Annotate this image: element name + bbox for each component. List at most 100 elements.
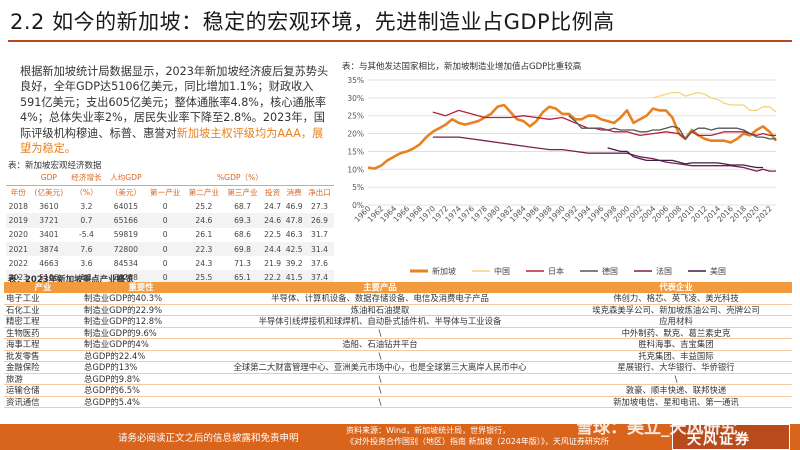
macro-cell: 68.6 bbox=[234, 230, 251, 240]
macro-cell: 24.4 bbox=[261, 241, 284, 257]
industry-importance: 总GDP的9.8% bbox=[82, 373, 200, 385]
macro-sub-3: （美元） bbox=[110, 187, 142, 197]
macro-sub-7: 投资 bbox=[265, 187, 281, 197]
y-tick-label: 20% bbox=[347, 130, 364, 139]
macro-cell: 26.9 bbox=[304, 213, 334, 228]
macro-row: 2021 3874 7.6 72800 0 22.3 69.8 24.4 42.5 31.4 bbox=[6, 241, 334, 257]
ind-head-companies: 代表企业 bbox=[560, 282, 792, 293]
macro-sub-2: （%） bbox=[75, 187, 98, 197]
industry-name: 生物医药 bbox=[4, 327, 82, 339]
industry-companies: \ bbox=[560, 373, 792, 385]
macro-cell: 68.7 bbox=[234, 201, 251, 211]
macro-cell: 3721 bbox=[30, 213, 68, 228]
manufacturing-share-line-chart: 0%5%10%15%20%25%30%35%196019621964196619… bbox=[347, 76, 778, 276]
macro-cell: 24.3 bbox=[195, 258, 213, 268]
macro-row: 2022 4663 3.6 84534 0 24.3 71.3 21.9 39.2 37.6 bbox=[6, 256, 334, 270]
industry-name: 金融保险 bbox=[4, 361, 82, 374]
industry-row: 金融保险 总GDP的13% 全球第二大财富管理中心、亚洲美元市场中心，也是全球第三大… bbox=[4, 361, 792, 374]
industry-name: 海事工程 bbox=[4, 338, 82, 351]
industry-products: \ bbox=[200, 384, 560, 397]
macro-cell: 7.6 bbox=[67, 241, 106, 257]
industry-table: 产业 重要性 主要产品 代表企业 电子工业 制造业GDP的40.3% 半导体、计算机… bbox=[4, 282, 792, 408]
macro-cell: 42.5 bbox=[283, 241, 305, 257]
macro-cell: 86288 bbox=[105, 270, 146, 285]
intro-text: 根据新加坡统计局数据显示，2023年新加坡经济疲后复苏势头良好，全年GDP达51… bbox=[20, 65, 329, 140]
macro-cell: 24.7 bbox=[264, 201, 282, 211]
macro-cell: 37.4 bbox=[304, 270, 334, 285]
macro-cell: 46.3 bbox=[285, 230, 303, 240]
industry-products: \ bbox=[200, 327, 560, 339]
industry-name: 精密工程 bbox=[4, 315, 82, 328]
macro-cell: 0 bbox=[145, 241, 185, 257]
industry-companies: 敦豪、顺丰快递、联邦快递 bbox=[560, 384, 792, 397]
macro-cell: 59819 bbox=[113, 230, 138, 240]
macro-cell: 24.6 bbox=[184, 213, 224, 228]
macro-head-growth: 经济增长 bbox=[67, 171, 106, 186]
macro-cell: 21.9 bbox=[264, 258, 282, 268]
industry-importance: 制造业GDP的9.6% bbox=[82, 327, 200, 339]
macro-cell: 24.6 bbox=[261, 213, 284, 228]
footer-bar: 请务必阅读正文之后的信息披露和免责申明 资料来源：Wind，新加坡统计局，世界银… bbox=[0, 424, 800, 450]
macro-cell: 3.2 bbox=[80, 201, 93, 211]
macro-cell: -5.4 bbox=[79, 230, 94, 240]
series-line-美国 bbox=[607, 147, 763, 169]
macro-cell: 0 bbox=[145, 213, 185, 228]
macro-cell: 2021 bbox=[6, 241, 31, 257]
macro-row: 2020 3401 -5.4 59819 0 26.1 68.6 22.5 46.3 31.7 bbox=[6, 228, 334, 242]
y-tick-label: 10% bbox=[347, 165, 364, 174]
macro-head-gdp: GDP bbox=[30, 171, 68, 186]
industry-products: 半导体引线焊接机和球焊机、自动卧式插件机、半导体与工业设备 bbox=[200, 315, 560, 328]
industry-row: 生物医药 制造业GDP的9.6% \ 中外制药、默克、葛兰素史克 bbox=[4, 327, 792, 339]
macro-cell: 64015 bbox=[113, 201, 138, 211]
macro-cell: 0 bbox=[145, 270, 185, 285]
industry-companies: 埃克森美孚公司、新加坡炼油公司、壳牌公司 bbox=[560, 304, 792, 316]
logo-text: 天风证券 bbox=[687, 432, 751, 448]
macro-cell: 2020 bbox=[8, 230, 28, 240]
series-line-法国 bbox=[432, 136, 776, 172]
legend-label: 德国 bbox=[602, 266, 618, 276]
chart-caption: 表：与其他发达国家相比，新加坡制造业增加值占GDP比重较高 bbox=[342, 62, 582, 72]
page-title: 2.2 如今的新加坡：稳定的宏观环境，先进制造业占GDP比例高 bbox=[10, 10, 615, 34]
industry-products: \ bbox=[200, 373, 560, 385]
industry-products: 炼油和石油提取 bbox=[200, 304, 560, 316]
industry-name: 运输仓储 bbox=[4, 384, 82, 397]
industry-table-caption: 表：2023年新加坡重点产业概览 bbox=[8, 275, 134, 285]
macro-sub-0: 年份 bbox=[10, 187, 26, 197]
macro-cell: 71.3 bbox=[234, 258, 251, 268]
macro-head-gdppc: 人均GDP bbox=[105, 171, 146, 186]
legend-label: 新加坡 bbox=[432, 266, 456, 276]
macro-table: GDP 经济增长 人均GDP %GDP（%） 年份 (亿美元) （%） （美元）… bbox=[6, 171, 334, 285]
industry-row: 旅游 总GDP的9.8% \ \ bbox=[4, 373, 792, 385]
intro-highlight: 新加坡主权评级均为AAA，展望为稳定。 bbox=[20, 126, 324, 156]
industry-importance: 总GDP的22.4% bbox=[82, 350, 200, 362]
macro-cell: 0 bbox=[162, 230, 168, 240]
series-line-中国 bbox=[652, 91, 777, 113]
series-line-德国 bbox=[568, 115, 776, 140]
industry-products: \ bbox=[200, 396, 560, 408]
industry-row: 运输仓储 总GDP的6.5% \ 敦豪、顺丰快递、联邦快递 bbox=[4, 384, 792, 397]
macro-head-blank bbox=[6, 171, 31, 186]
industry-name: 批发零售 bbox=[4, 350, 82, 362]
macro-cell: 47.8 bbox=[283, 213, 305, 228]
macro-cell: 5106 bbox=[30, 270, 68, 285]
macro-table-caption: 表：新加坡宏观经济数据 bbox=[8, 161, 102, 171]
macro-cell: 3.6 bbox=[80, 258, 93, 268]
industry-importance: 制造业GDP的4% bbox=[82, 338, 200, 351]
industry-companies: 托克集团、丰益国际 bbox=[560, 350, 792, 362]
industry-importance: 制造业GDP的40.3% bbox=[82, 293, 200, 305]
industry-row: 精密工程 制造业GDP的12.8% 半导体引线焊接机和球焊机、自动卧式插件机、半导体… bbox=[4, 315, 792, 328]
macro-cell: 0 bbox=[162, 258, 168, 268]
footer-source-line2: 《对外投资合作国别（地区）指南 新加坡（2024年版）》，天风证券研究所 bbox=[346, 437, 609, 446]
macro-cell: 0.7 bbox=[67, 213, 106, 228]
macro-head-share: %GDP（%） bbox=[145, 171, 334, 186]
macro-cell: 27.3 bbox=[311, 201, 328, 211]
macro-cell: 46.9 bbox=[285, 201, 303, 211]
macro-cell: 26.1 bbox=[195, 230, 213, 240]
macro-cell: 2023 bbox=[6, 270, 31, 285]
y-tick-label: 0% bbox=[352, 201, 364, 210]
legend-label: 法国 bbox=[656, 266, 672, 276]
industry-companies: 胜科海事、吉宝集团 bbox=[560, 338, 792, 351]
industry-row: 电子工业 制造业GDP的40.3% 半导体、计算机设备、数据存储设备、电信及消费电子… bbox=[4, 293, 792, 305]
industry-products: 造船、石油钻井平台 bbox=[200, 338, 560, 351]
industry-name: 电子工业 bbox=[4, 293, 82, 305]
